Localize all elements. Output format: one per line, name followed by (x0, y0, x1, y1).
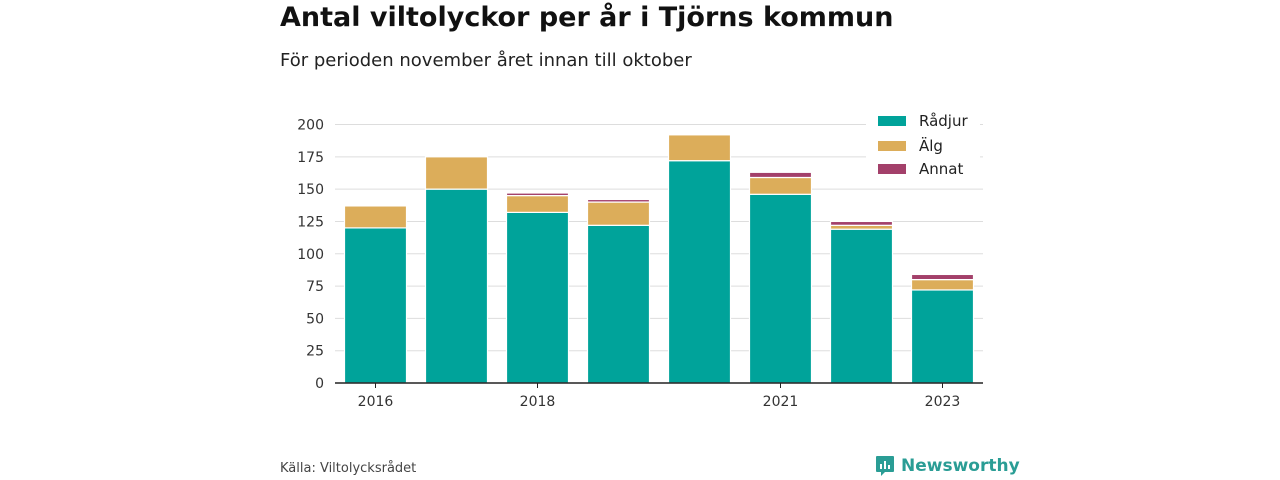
bar-segment-rådjur (424, 188, 489, 384)
legend-swatch (878, 141, 906, 151)
bar-segment-annat (829, 220, 894, 226)
bar-segment-rådjur (505, 211, 570, 384)
bar-segment-annat (586, 198, 651, 203)
legend-swatch (878, 164, 906, 174)
brand-name: Newsworthy (901, 456, 1020, 476)
chart-title: Antal viltolyckor per år i Tjörns kommun (280, 2, 894, 33)
brand-logo: Newsworthy (875, 455, 1020, 477)
legend-label: Annat (919, 160, 963, 178)
y-tick-label: 100 (297, 247, 324, 263)
legend-label: Rådjur (919, 112, 968, 130)
bar-segment-älg (424, 156, 489, 190)
bar-segment-rådjur (748, 193, 813, 384)
y-tick-label: 200 (297, 118, 324, 134)
bar-segment-annat (748, 171, 813, 179)
bar-segment-älg (910, 279, 975, 291)
bar-segment-rådjur (343, 227, 408, 384)
newsworthy-logo-icon (876, 456, 894, 476)
bar-segment-annat (910, 273, 975, 281)
y-tick-label: 125 (297, 214, 324, 230)
x-tick-label: 2018 (520, 394, 556, 410)
legend-swatch (878, 116, 906, 126)
source-note: Källa: Viltolycksrådet (280, 461, 417, 476)
chart-subtitle: För perioden november året innan till ok… (280, 50, 692, 71)
y-tick-label: 0 (315, 376, 324, 392)
bar-segment-älg (748, 176, 813, 195)
y-tick-label: 25 (306, 344, 324, 360)
x-tick-label: 2023 (925, 394, 961, 410)
y-tick-label: 150 (297, 182, 324, 198)
bar-segment-älg (343, 205, 408, 229)
bar-segment-rådjur (910, 289, 975, 384)
bar-segment-älg (667, 134, 732, 162)
bar-segment-rådjur (667, 160, 732, 384)
bar-segment-rådjur (586, 224, 651, 384)
bar-segment-älg (586, 201, 651, 226)
y-tick-label: 50 (306, 311, 324, 327)
bar-segment-annat (505, 192, 570, 197)
x-tick-label: 2016 (358, 394, 394, 410)
y-tick-label: 175 (297, 150, 324, 166)
x-tick-label: 2021 (763, 394, 799, 410)
bar-segment-rådjur (829, 228, 894, 384)
bar-segment-älg (505, 194, 570, 213)
y-tick-label: 75 (306, 279, 324, 295)
legend-label: Älg (919, 136, 943, 155)
